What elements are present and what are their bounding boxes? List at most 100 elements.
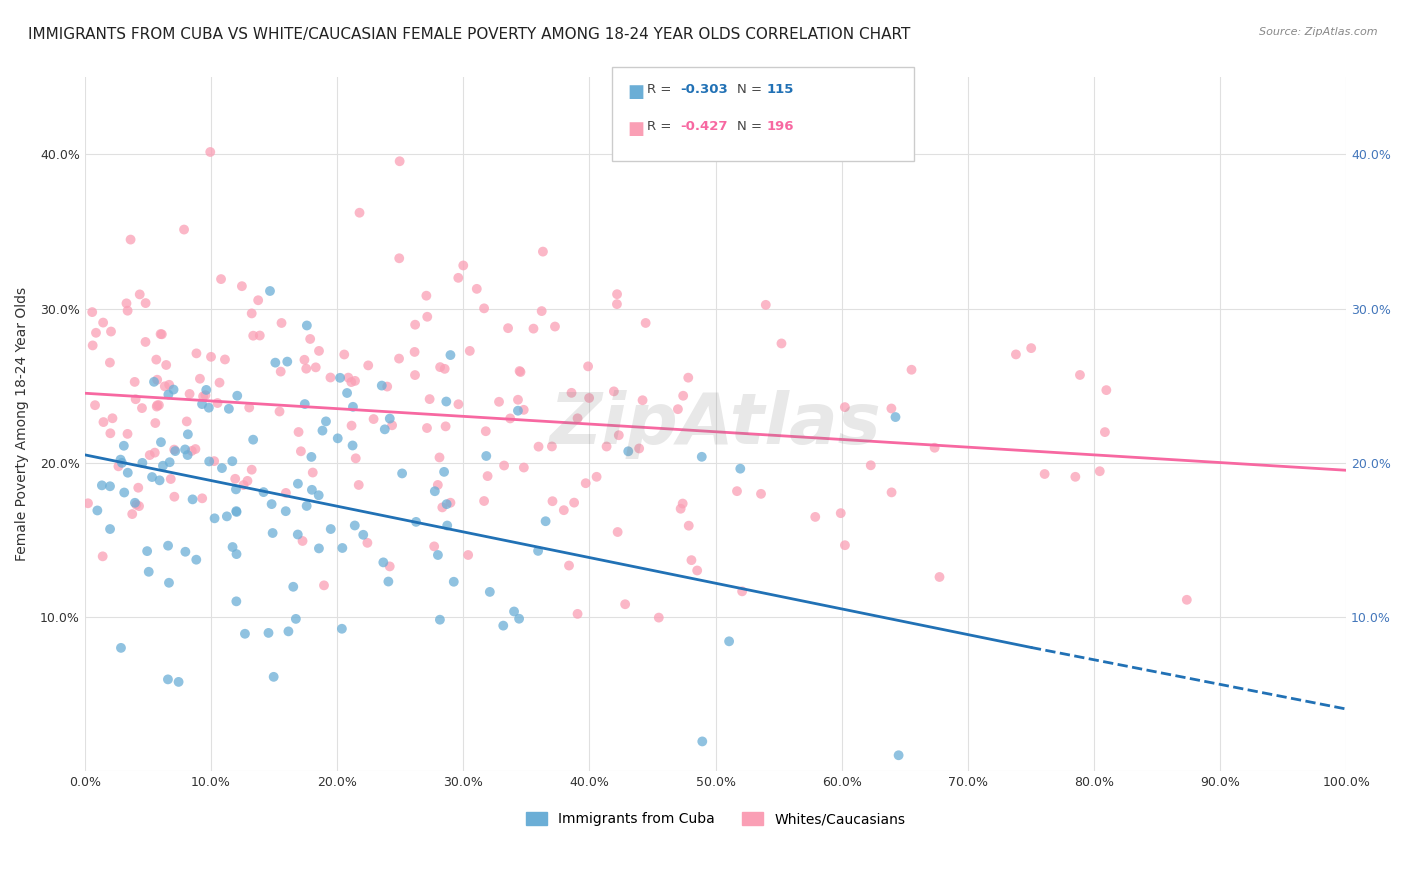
Text: ZipAtlas: ZipAtlas [550,390,882,458]
Point [128,499,150,513]
Point [301,483,323,497]
Point [678,518,700,533]
Point [270,316,292,330]
Point [145,352,167,367]
Point [755,298,778,312]
Point [294,397,316,411]
Point [98,479,121,493]
Point [880,485,903,500]
Point [326,431,349,445]
Point [381,418,404,433]
Point [373,555,395,569]
Point [145,400,167,414]
Point [283,580,305,594]
Text: N =: N = [737,120,766,134]
Point [157,377,180,392]
Point [725,484,748,499]
Point [295,361,318,376]
Point [576,359,599,374]
Point [884,410,907,425]
Point [120,233,142,247]
Point [378,559,401,574]
Point [681,553,703,567]
Point [198,454,221,468]
Point [669,501,692,516]
Point [90,478,112,492]
Point [86,503,108,517]
Point [457,548,479,562]
Point [499,411,522,425]
Point [423,484,446,499]
Point [388,154,411,169]
Point [146,373,169,387]
Point [200,145,222,159]
Point [110,452,132,467]
Text: -0.303: -0.303 [681,83,728,96]
Point [308,343,330,358]
Point [880,401,903,416]
Point [603,384,626,399]
Point [124,392,146,407]
Point [472,494,495,508]
Point [342,400,364,414]
Point [148,398,170,412]
Point [121,507,143,521]
Point [204,511,226,525]
Point [269,404,291,418]
Point [208,376,231,390]
Point [419,392,441,406]
Point [117,466,139,480]
Point [585,470,607,484]
Point [512,402,534,417]
Point [330,541,353,555]
Point [233,627,256,641]
Point [162,383,184,397]
Point [240,463,263,477]
Point [451,259,474,273]
Point [429,360,451,375]
Point [924,441,946,455]
Point [77,496,100,510]
Point [315,414,337,428]
Point [606,287,628,301]
Point [474,424,496,438]
Point [859,458,882,473]
Point [136,544,159,558]
Text: R =: R = [647,83,675,96]
Point [378,411,401,425]
Point [478,585,501,599]
Point [117,426,139,441]
Point [375,379,398,393]
Point [124,496,146,510]
Point [84,398,107,412]
Point [690,734,713,748]
Point [91,549,114,564]
Point [308,541,330,556]
Point [606,297,628,311]
Point [149,326,172,341]
Text: ■: ■ [627,83,644,101]
Point [179,387,201,401]
Point [686,564,709,578]
Point [562,495,585,509]
Point [530,304,553,318]
Point [404,368,426,382]
Point [188,372,211,386]
Point [666,402,689,417]
Point [1088,464,1111,478]
Point [157,575,180,590]
Point [347,478,370,492]
Point [218,401,240,416]
Point [174,442,197,457]
Point [509,365,531,379]
Point [1095,383,1118,397]
Point [157,387,180,401]
Point [263,670,285,684]
Point [465,282,488,296]
Point [107,459,129,474]
Point [513,460,536,475]
Point [112,485,135,500]
Point [426,548,449,562]
Point [191,491,214,506]
Point [128,287,150,301]
